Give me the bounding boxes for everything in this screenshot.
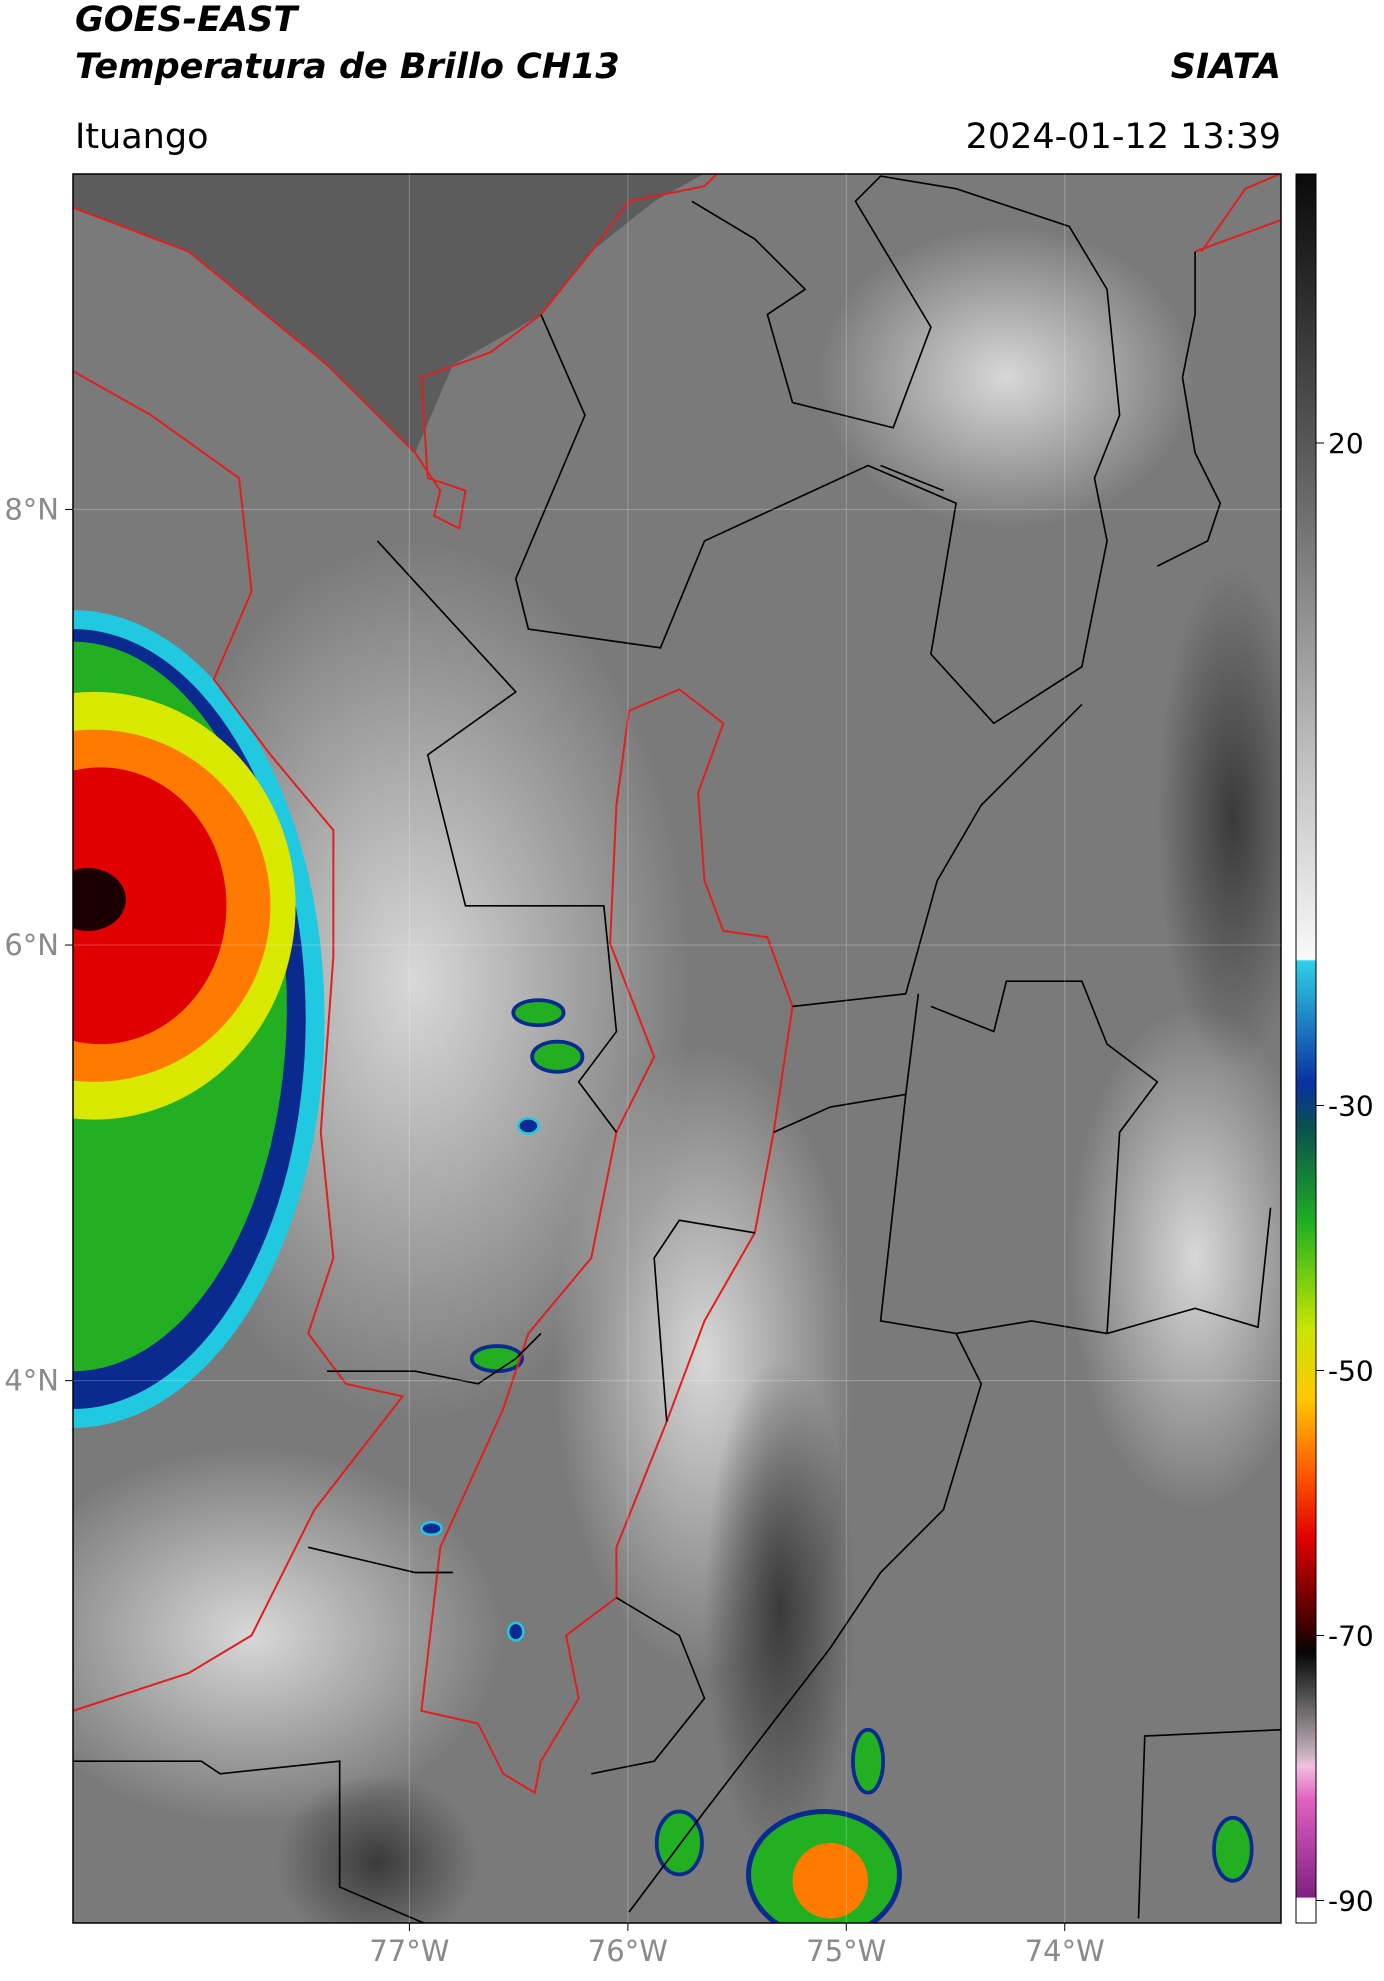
- location: Ituango: [75, 117, 209, 157]
- colorbar: [1295, 173, 1317, 1924]
- x-tick-label: 75°W: [806, 1934, 886, 1968]
- colorbar-tick-label: -90: [1328, 1884, 1374, 1917]
- y-tick-label: 6°N: [4, 928, 59, 962]
- colorbar-tick-label: 20: [1328, 427, 1364, 460]
- timestamp: 2024-01-12 13:39: [966, 117, 1281, 157]
- satellite-image: [73, 174, 1281, 1923]
- map-frame: [72, 173, 1282, 1924]
- x-tick-label: 77°W: [369, 1934, 449, 1968]
- colorbar-tick-label: -50: [1328, 1354, 1374, 1387]
- y-tick-label: 8°N: [4, 492, 59, 526]
- x-tick-label: 74°W: [1025, 1934, 1105, 1968]
- subtitle: Temperatura de Brillo CH13: [75, 47, 620, 87]
- organization: SIATA: [1171, 47, 1281, 87]
- x-tick-label: 76°W: [588, 1934, 668, 1968]
- y-tick-label: 4°N: [4, 1364, 59, 1398]
- colorbar-tick-label: -70: [1328, 1619, 1374, 1652]
- colorbar-tick-label: -30: [1328, 1089, 1374, 1122]
- title: GOES-EAST: [75, 0, 300, 40]
